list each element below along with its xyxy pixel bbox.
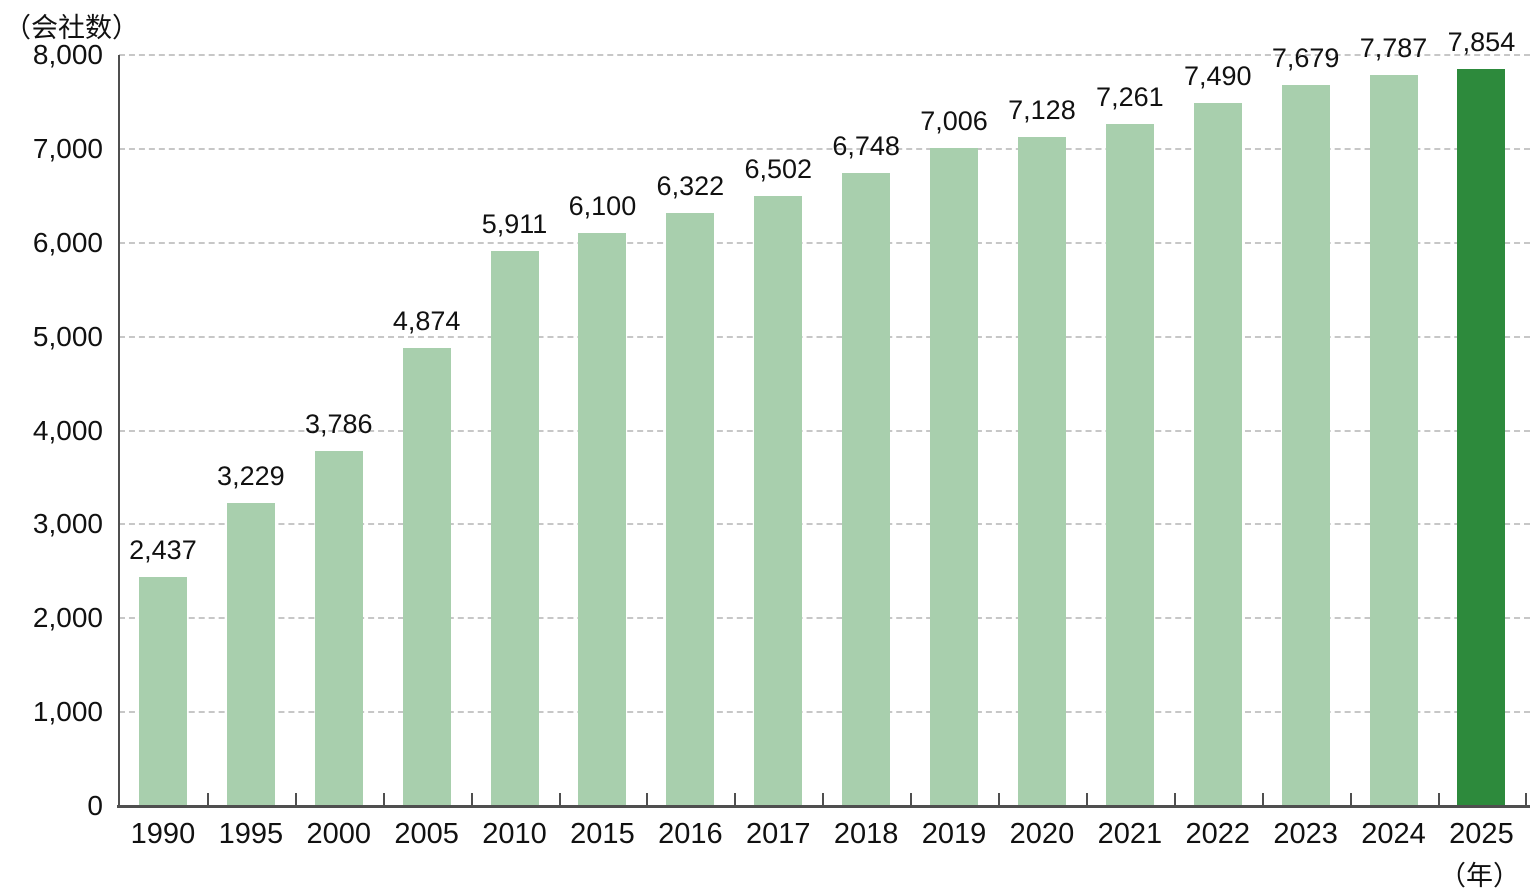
x-axis-tick-label: 2023: [1273, 818, 1338, 850]
x-axis-tick-label: 2015: [570, 818, 635, 850]
x-axis-tick-label: 2005: [394, 818, 459, 850]
bar: [1106, 124, 1154, 806]
bar-value-label: 6,100: [568, 191, 637, 221]
x-axis-unit-label: （年）: [1439, 861, 1520, 888]
x-axis-tick: [471, 793, 473, 806]
bar-value-label: 3,786: [304, 409, 373, 439]
bar-value-label: 6,502: [744, 154, 813, 184]
x-axis-tick-label: 2017: [745, 818, 811, 850]
gridline: [119, 54, 1530, 56]
gridline: [119, 617, 1530, 620]
y-axis-tick-label: 2,000: [32, 602, 103, 634]
bar-value-label: 7,679: [1271, 43, 1340, 73]
bar-value-label: 6,748: [832, 131, 900, 161]
bar: [578, 233, 626, 806]
bar-value-label: 3,229: [217, 461, 285, 491]
x-axis-tick: [1086, 793, 1088, 806]
x-axis-tick-label: 2019: [921, 818, 987, 850]
bar: [139, 577, 187, 806]
x-axis-tick: [734, 793, 736, 806]
x-axis-tick: [998, 793, 1000, 806]
x-axis-tick: [646, 793, 648, 806]
bar-value-label: 6,322: [656, 171, 725, 201]
x-axis-tick: [559, 793, 561, 806]
bar: [1457, 69, 1505, 806]
x-axis-tick-label: 2010: [482, 818, 547, 850]
x-axis-line: [117, 805, 1530, 808]
y-axis-tick-label: 4,000: [32, 414, 103, 446]
y-axis-tick-label: 7,000: [32, 132, 103, 164]
gridline: [119, 711, 1530, 714]
gridline: [119, 147, 1530, 150]
x-axis-tick: [1262, 793, 1264, 806]
bar-value-label: 7,006: [920, 106, 988, 136]
x-axis-tick-label: 1990: [130, 818, 196, 850]
gridline: [119, 335, 1530, 338]
bar: [666, 213, 714, 806]
gridline: [119, 523, 1530, 526]
x-axis-tick-label: 2025: [1449, 818, 1514, 850]
bar: [754, 196, 802, 806]
x-axis-tick-label: 2024: [1361, 818, 1426, 850]
x-axis-tick-label: 2000: [306, 818, 372, 850]
x-axis-tick: [910, 793, 912, 806]
bar: [403, 348, 451, 806]
bar: [1018, 137, 1066, 806]
y-axis-line: [118, 55, 120, 806]
x-axis-tick: [295, 793, 297, 806]
y-axis-tick-label: 0: [87, 790, 103, 821]
y-axis-tick-label: 6,000: [32, 226, 103, 258]
y-axis-tick-label: 5,000: [32, 320, 103, 352]
gridline: [119, 241, 1530, 244]
bar: [930, 148, 978, 806]
bar-value-label: 4,874: [392, 306, 461, 336]
bar-value-label: 7,261: [1096, 82, 1164, 112]
y-axis-tick-label: 8,000: [32, 39, 103, 70]
bar: [227, 503, 275, 806]
y-axis-tick-label: 3,000: [32, 508, 103, 540]
x-axis-tick-label: 2020: [1009, 818, 1075, 850]
x-axis-tick-label: 2018: [833, 818, 899, 850]
bar: [1282, 85, 1330, 806]
bar-value-label: 7,490: [1183, 61, 1252, 91]
bar: [1370, 75, 1418, 806]
x-axis-tick: [1525, 793, 1527, 806]
x-axis-tick: [207, 793, 209, 806]
x-axis-tick-label: 2016: [658, 818, 723, 850]
bar-value-label: 7,787: [1359, 33, 1428, 63]
x-axis-tick-label: 1995: [218, 818, 284, 850]
bar-value-label: 2,437: [129, 535, 197, 565]
bar: [315, 451, 363, 806]
x-axis-tick: [383, 793, 385, 806]
x-axis-tick: [822, 793, 824, 806]
bar-value-label: 5,911: [481, 209, 548, 239]
y-axis-title: （会社数）: [4, 13, 139, 43]
x-axis-tick: [1174, 793, 1176, 806]
x-axis-tick: [1438, 793, 1440, 806]
bar: [842, 173, 890, 806]
bar-value-label: 7,854: [1447, 27, 1516, 57]
bar-value-label: 7,128: [1008, 95, 1076, 125]
x-axis-tick-label: 2021: [1097, 818, 1163, 850]
x-axis-tick: [1350, 793, 1352, 806]
gridline: [119, 429, 1530, 432]
bar: [1194, 103, 1242, 806]
bar: [491, 251, 539, 806]
x-axis-tick-label: 2022: [1185, 818, 1251, 850]
y-axis-tick-label: 1,000: [32, 696, 103, 728]
